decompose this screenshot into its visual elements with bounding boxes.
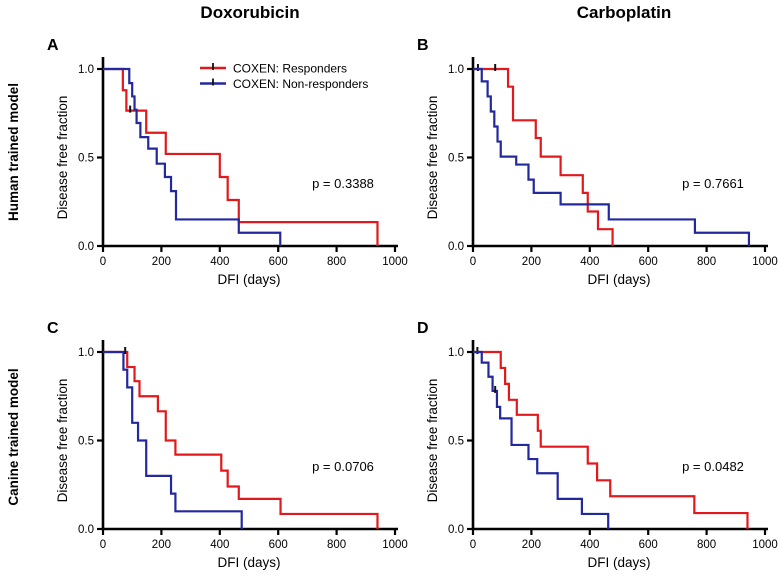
panel-B: 0.0 0.5 1.0 0 200 400 600 800 1000 Disease free f… xyxy=(400,28,778,290)
y-tick-label: 0.0 xyxy=(448,524,464,536)
panel-D: 0.0 0.5 1.0 0 200 400 600 800 1000 Disease free f… xyxy=(400,311,778,573)
y-tick-label: 0.5 xyxy=(78,436,94,448)
responders-curve xyxy=(103,67,379,246)
x-tick-label: 400 xyxy=(210,539,229,551)
row-label-canine-trained-model: Canine trained model xyxy=(6,368,21,506)
y-tick-label: 0.0 xyxy=(78,524,94,536)
x-axis-label: DFI (days) xyxy=(587,272,650,287)
panel-D-plot: 0.0 0.5 1.0 0 200 400 600 800 1000 Disease free f… xyxy=(417,320,778,570)
y-axis-label: Disease free fraction xyxy=(425,96,440,220)
panel-A-plot: 0.0 0.5 1.0 0 200 400 600 800 1000 Disease free f… xyxy=(47,37,408,287)
x-tick-label: 200 xyxy=(522,539,541,551)
x-tick-label: 600 xyxy=(269,539,288,551)
y-tick-label: 0.0 xyxy=(448,241,464,253)
x-tick-label: 800 xyxy=(327,539,346,551)
non-responders-curve xyxy=(103,67,282,246)
x-tick-label: 600 xyxy=(269,256,288,268)
panel-letter: D xyxy=(417,320,429,337)
x-tick-label: 400 xyxy=(210,256,229,268)
x-axis-label: DFI (days) xyxy=(217,272,280,287)
x-tick-label: 1000 xyxy=(752,256,778,268)
y-tick-label: 0.5 xyxy=(448,153,464,165)
legend-label: COXEN: Non-responders xyxy=(233,77,368,91)
y-axis-label: Disease free fraction xyxy=(55,96,70,220)
non-responders-curve xyxy=(103,350,243,529)
x-tick-label: 1000 xyxy=(752,539,778,551)
column-title-doxorubicin: Doxorubicin xyxy=(200,3,300,22)
panel-B-plot: 0.0 0.5 1.0 0 200 400 600 800 1000 Disease free f… xyxy=(417,37,778,287)
row-label-human-trained-model: Human trained model xyxy=(6,82,21,222)
panel-letter: C xyxy=(47,320,59,337)
x-tick-label: 0 xyxy=(470,539,476,551)
x-tick-label: 600 xyxy=(639,256,658,268)
x-axis-label: DFI (days) xyxy=(587,555,650,570)
y-tick-label: 0.5 xyxy=(448,436,464,448)
panel-A: 0.0 0.5 1.0 0 200 400 600 800 1000 Disease free f… xyxy=(30,28,408,290)
non-responders-curve xyxy=(473,350,610,529)
x-tick-label: 0 xyxy=(470,256,476,268)
x-tick-label: 0 xyxy=(100,256,106,268)
x-tick-label: 400 xyxy=(580,539,599,551)
y-tick-label: 1.0 xyxy=(78,64,94,76)
p-value: p = 0.0482 xyxy=(682,459,744,474)
x-tick-label: 200 xyxy=(152,539,171,551)
x-tick-label: 800 xyxy=(327,256,346,268)
legend-label: COXEN: Responders xyxy=(233,62,347,76)
y-tick-label: 0.0 xyxy=(78,241,94,253)
x-tick-label: 200 xyxy=(522,256,541,268)
x-tick-label: 0 xyxy=(100,539,106,551)
column-title-carboplatin: Carboplatin xyxy=(576,3,672,22)
responders-curve xyxy=(473,350,749,529)
p-value: p = 0.7661 xyxy=(682,176,744,191)
responders-curve xyxy=(473,67,614,246)
panel-letter: B xyxy=(417,37,429,54)
panel-letter: A xyxy=(47,37,59,54)
x-tick-label: 400 xyxy=(580,256,599,268)
p-value: p = 0.0706 xyxy=(312,459,374,474)
x-tick-label: 200 xyxy=(152,256,171,268)
panel-C-plot: 0.0 0.5 1.0 0 200 400 600 800 1000 Disease free f… xyxy=(47,320,408,570)
x-tick-label: 1000 xyxy=(382,256,408,268)
y-axis-label: Disease free fraction xyxy=(425,379,440,503)
responders-curve xyxy=(103,350,379,529)
p-value: p = 0.3388 xyxy=(312,176,374,191)
y-tick-label: 1.0 xyxy=(78,347,94,359)
panel-C: 0.0 0.5 1.0 0 200 400 600 800 1000 Disease free f… xyxy=(30,311,408,573)
x-tick-label: 600 xyxy=(639,539,658,551)
y-tick-label: 1.0 xyxy=(448,64,464,76)
x-tick-label: 800 xyxy=(697,256,716,268)
x-axis-label: DFI (days) xyxy=(217,555,280,570)
y-tick-label: 0.5 xyxy=(78,153,94,165)
non-responders-curve xyxy=(473,67,751,246)
y-axis-label: Disease free fraction xyxy=(55,379,70,503)
y-tick-label: 1.0 xyxy=(448,347,464,359)
x-tick-label: 1000 xyxy=(382,539,408,551)
x-tick-label: 800 xyxy=(697,539,716,551)
